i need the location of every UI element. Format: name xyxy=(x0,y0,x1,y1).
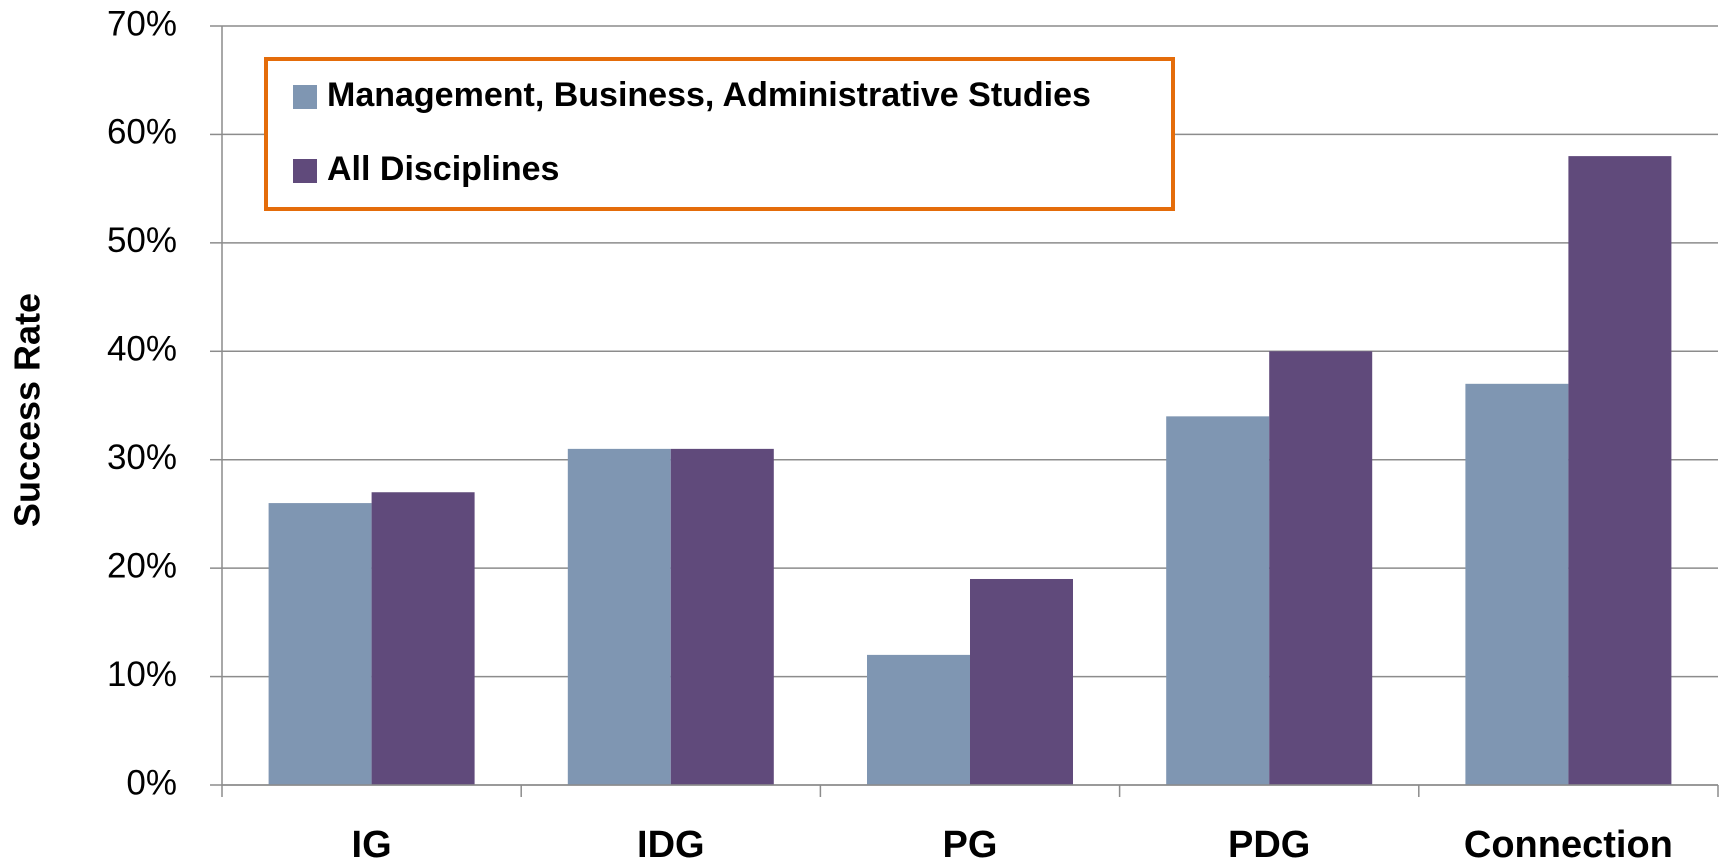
legend-label: All Disciplines xyxy=(327,150,559,188)
legend-box xyxy=(264,57,1175,211)
bar xyxy=(1166,416,1270,785)
x-tick-label: IDG xyxy=(637,824,705,866)
y-tick-label: 50% xyxy=(107,221,177,260)
x-tick-label: PDG xyxy=(1228,824,1310,866)
bar xyxy=(1465,383,1569,785)
y-tick-label: 70% xyxy=(107,4,177,43)
x-tick-label: Connection xyxy=(1464,824,1673,866)
bar xyxy=(1269,351,1373,785)
y-tick-label: 60% xyxy=(107,113,177,152)
y-axis-label: Success Rate xyxy=(7,293,48,527)
bar xyxy=(567,448,671,785)
legend-swatch xyxy=(293,159,317,183)
y-tick-label: 40% xyxy=(107,330,177,369)
y-tick-label: 0% xyxy=(126,763,177,802)
x-tick-label: IG xyxy=(352,824,392,866)
bar xyxy=(1568,156,1672,786)
legend-label: Management, Business, Administrative Stu… xyxy=(327,76,1091,114)
x-tick-label: PG xyxy=(943,824,998,866)
y-tick-label: 10% xyxy=(107,655,177,694)
bar xyxy=(268,503,372,785)
y-tick-label: 30% xyxy=(107,438,177,477)
bar xyxy=(670,448,774,785)
bar xyxy=(867,654,970,785)
legend-swatch xyxy=(293,85,317,109)
y-tick-label: 20% xyxy=(107,546,177,585)
bar xyxy=(970,578,1073,785)
bar xyxy=(371,492,475,785)
